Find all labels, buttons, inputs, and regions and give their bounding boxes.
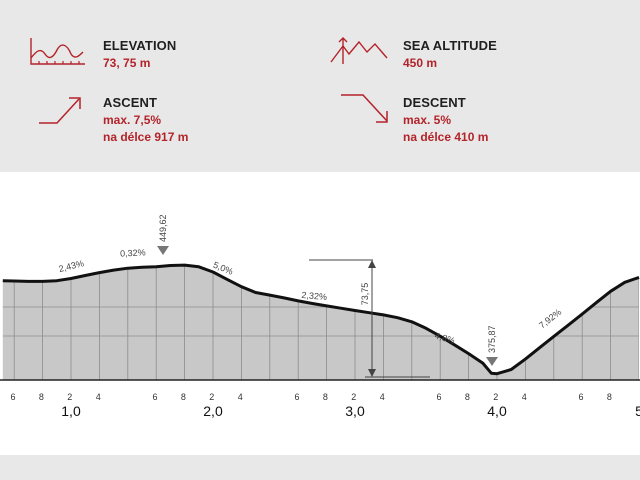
- ascent-max: max. 7,5%: [103, 113, 162, 127]
- elevation-title: ELEVATION: [103, 38, 177, 53]
- minor-tick-label: 6: [10, 392, 15, 402]
- km-tick-label: 1,0: [61, 403, 81, 419]
- minor-tick-label: 8: [465, 392, 470, 402]
- grade-label: 2,32%: [301, 290, 327, 302]
- stats-panel: ELEVATION 73, 75 m SEA ALTITUDE 450 m AS…: [0, 0, 640, 172]
- ascent-arrow-icon: [39, 97, 81, 124]
- elevation-chart: 6 8 2 4 6 8 2 4 6 8 2 4 6 8 2 4 6 8 1,0 2,0 3,0 4,0 5 2,43% 0,32…: [0, 172, 640, 455]
- ascent-title: ASCENT: [103, 95, 158, 110]
- minor-tick-label: 4: [522, 392, 527, 402]
- max-marker: [157, 246, 169, 255]
- minor-tick-label: 4: [238, 392, 243, 402]
- minor-tick-label: 6: [152, 392, 157, 402]
- min-elevation-label: 375,87: [487, 325, 497, 353]
- sea-altitude-stat: SEA ALTITUDE 450 m: [329, 36, 589, 76]
- ascent-length: na délce 917 m: [103, 130, 189, 144]
- km-tick-label: 5: [635, 403, 640, 419]
- descent-max: max. 5%: [403, 113, 452, 127]
- descent-stat: DESCENT max. 5% na délce 410 m: [329, 93, 589, 144]
- km-tick-label: 2,0: [203, 403, 223, 419]
- minor-tick-label: 4: [380, 392, 385, 402]
- minor-tick-label: 2: [351, 392, 356, 402]
- minor-tick-label: 2: [209, 392, 214, 402]
- minor-tick-label: 2: [67, 392, 72, 402]
- km-tick-label: 4,0: [487, 403, 507, 419]
- km-tick-label: 3,0: [345, 403, 365, 419]
- sea-altitude-value: 450 m: [403, 56, 438, 70]
- elevation-profile-chart: 6 8 2 4 6 8 2 4 6 8 2 4 6 8 2 4 6 8 1,0 2,0 3,0 4,0 5 2,43% 0,32…: [0, 214, 640, 419]
- minor-tick-label: 8: [181, 392, 186, 402]
- grade-label: 7,92%: [537, 307, 563, 331]
- min-marker: [486, 357, 498, 366]
- elevation-value: 73, 75 m: [103, 56, 151, 70]
- diff-arrow-head-top: [368, 260, 376, 268]
- elevation-stat: ELEVATION 73, 75 m: [29, 36, 289, 76]
- minor-tick-label: 6: [294, 392, 299, 402]
- profile-line: [2, 263, 640, 376]
- descent-length: na délce 410 m: [403, 130, 489, 144]
- sea-altitude-title: SEA ALTITUDE: [403, 38, 497, 53]
- elevation-profile-icon: [30, 38, 85, 65]
- grade-label: 2,43%: [58, 258, 85, 274]
- descent-title: DESCENT: [403, 95, 466, 110]
- minor-tick-label: 6: [436, 392, 441, 402]
- descent-arrow-icon: [341, 94, 388, 123]
- grade-label: 0,32%: [120, 247, 146, 258]
- minor-tick-label: 8: [607, 392, 612, 402]
- footer-band: [0, 455, 640, 480]
- max-elevation-label: 449,62: [158, 214, 168, 242]
- minor-tick-label: 2: [493, 392, 498, 402]
- minor-tick-label: 8: [323, 392, 328, 402]
- minor-tick-label: 6: [578, 392, 583, 402]
- diff-arrow-head-bottom: [368, 369, 376, 377]
- elevation-diff-label: 73,75: [360, 283, 370, 306]
- profile-area: [2, 265, 640, 380]
- mountain-peaks-icon: [330, 37, 388, 64]
- minor-tick-label: 4: [96, 392, 101, 402]
- minor-tick-label: 8: [39, 392, 44, 402]
- ascent-stat: ASCENT max. 7,5% na délce 917 m: [29, 93, 289, 144]
